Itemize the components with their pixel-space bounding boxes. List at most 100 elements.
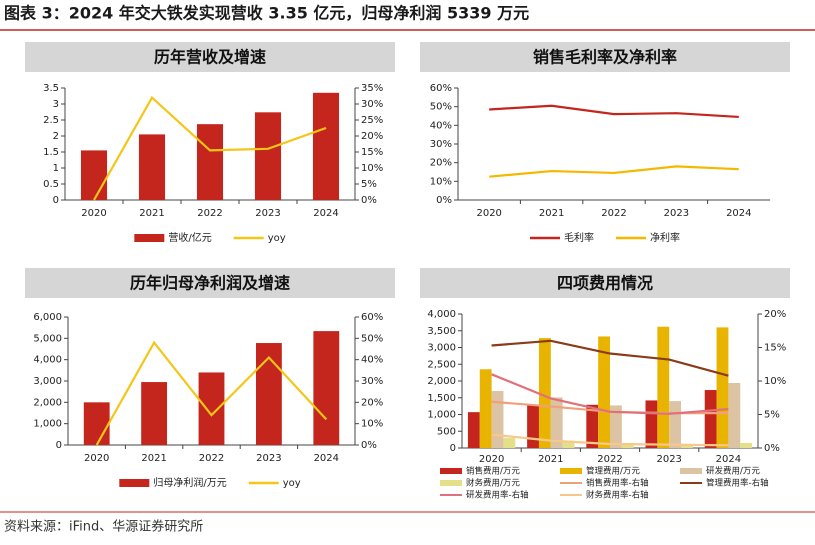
bar [80,150,108,200]
y2-tick-label: 15% [764,343,786,354]
line-series [491,339,729,377]
y-tick-label: 1 [53,163,59,174]
x-tick-label: 2023 [656,454,681,465]
x-tick-label: 2022 [597,454,622,465]
chart-title: 历年归母净利润及增速 [130,274,290,293]
y-tick-label: 3 [53,99,59,110]
line-series [491,373,729,415]
bar [255,343,282,445]
line-series [489,104,739,119]
legend-label: 净利率 [650,231,680,244]
bar [586,404,599,448]
y-tick-label: 4,000 [427,309,456,320]
x-tick-label: 2021 [539,208,564,219]
y-tick-label: 0.5 [43,179,59,190]
bar [467,412,480,448]
legend-label: 销售费用率-右轴 [586,478,649,489]
x-tick-label: 2020 [479,454,504,465]
y2-tick-label: 35% [361,83,383,94]
y-tick-label: 2.5 [43,115,59,126]
y-tick-label: 3.5 [43,83,59,94]
y-tick-label: 2 [53,131,59,142]
y2-tick-label: 60% [361,312,383,323]
legend-swatch [134,234,165,242]
y-tick-label: 0 [53,195,59,206]
bar [681,443,693,448]
bar [657,326,670,448]
x-tick-label: 2021 [141,453,166,464]
y-tick-label: 2,500 [427,359,456,370]
x-tick-label: 2020 [84,453,109,464]
y-tick-label: 500 [437,426,456,437]
chart-title: 历年营收及增速 [154,48,266,67]
bar [704,390,717,448]
bar [312,92,340,200]
y2-tick-label: 40% [361,355,383,366]
x-tick-label: 2020 [476,208,501,219]
bar [254,112,282,200]
y2-tick-label: 15% [361,147,383,158]
legend-label: 财务费用率-右轴 [586,490,649,501]
y-tick-label: 1,500 [427,393,456,404]
x-tick-label: 2024 [314,453,339,464]
y-tick-label: 1,000 [33,419,62,430]
line-series [93,95,327,201]
y2-tick-label: 5% [361,179,377,190]
line-series [491,433,729,447]
legend-label: yoy [283,478,301,489]
y-tick-label: 0 [450,443,456,454]
x-tick-label: 2022 [601,208,626,219]
y-tick-label: 10% [430,176,452,187]
bar [83,402,110,445]
x-tick-label: 2022 [199,453,224,464]
x-tick-label: 2024 [726,208,751,219]
legend-swatch [440,480,462,486]
bar [610,405,622,448]
y2-tick-label: 30% [361,376,383,387]
y-tick-label: 2,000 [33,397,62,408]
legend-swatch [680,468,702,474]
legend-swatch [440,468,462,474]
y-tick-label: 3,500 [427,326,456,337]
bar [479,369,492,448]
x-tick-label: 2023 [664,208,689,219]
legend: 归母净利润/万元 yoy [119,476,301,489]
x-tick-label: 2024 [716,454,741,465]
bar [503,437,516,448]
chart-title: 销售毛利率及净利率 [533,48,677,67]
legend-label: 毛利率 [564,231,594,244]
line-series [489,165,739,178]
bar [198,372,225,445]
legend: 毛利率 净利率 [530,231,680,244]
y2-tick-label: 10% [764,376,786,387]
bar [562,440,575,448]
x-tick-label: 2022 [197,208,222,219]
x-tick-label: 2021 [538,454,563,465]
y2-tick-label: 30% [361,99,383,110]
x-tick-label: 2024 [313,208,338,219]
y-tick-label: 6,000 [33,312,62,323]
bar [598,336,610,448]
legend-label: yoy [268,233,286,244]
bar [645,400,658,448]
y2-tick-label: 20% [361,397,383,408]
y-tick-label: 1.5 [43,147,59,158]
bar [527,405,539,448]
panel-title-bar [420,42,790,72]
y-tick-label: 1,000 [427,410,456,421]
bar [728,383,741,448]
chart-title: 四项费用情况 [557,274,653,293]
legend-label: 财务费用/万元 [466,478,520,489]
y-tick-label: 20% [430,158,452,169]
y2-tick-label: 0% [764,443,780,454]
legend: 营收/亿元 yoy [134,231,286,244]
y2-tick-label: 5% [764,410,780,421]
panel-title-bar [420,268,790,298]
panel-title-bar [25,268,395,298]
source-note: 资料来源：iFind、华源证券研究所 [4,519,203,535]
line-series [95,340,328,446]
legend-label: 研发费用/万元 [706,466,760,477]
legend-swatch [119,479,150,487]
legend-swatch [560,468,582,474]
